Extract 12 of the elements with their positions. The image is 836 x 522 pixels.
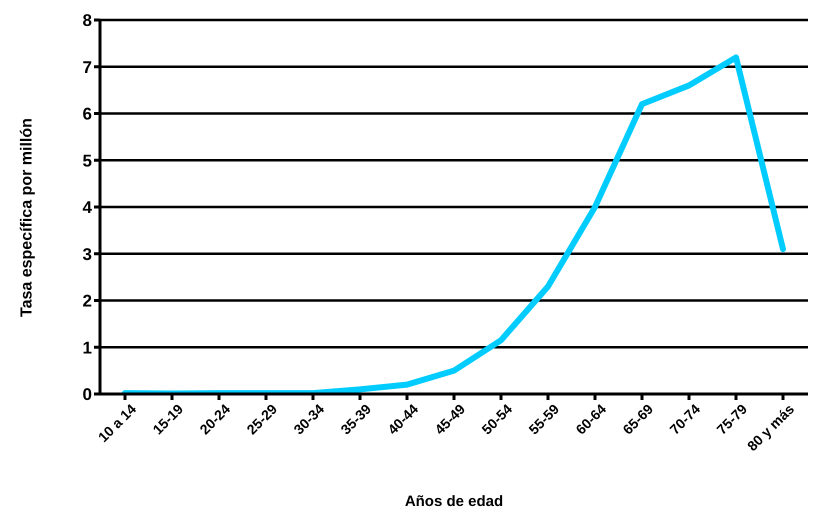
y-tick-label: 8 bbox=[82, 11, 92, 30]
x-axis-title: Años de edad bbox=[404, 493, 504, 510]
y-tick-label: 2 bbox=[82, 292, 92, 311]
y-tick-label: 1 bbox=[82, 338, 92, 358]
x-tick-label: 10 a 14 bbox=[94, 400, 140, 446]
y-axis-title: Tasa específica por millón bbox=[18, 118, 36, 317]
y-tick-label: 7 bbox=[82, 58, 92, 77]
y-tick-label: 6 bbox=[82, 104, 92, 124]
y-tick-label: 4 bbox=[82, 198, 93, 218]
y-tick-label: 3 bbox=[82, 244, 92, 264]
y-tick-label: 0 bbox=[82, 385, 92, 404]
y-tick-label: 5 bbox=[82, 151, 92, 170]
